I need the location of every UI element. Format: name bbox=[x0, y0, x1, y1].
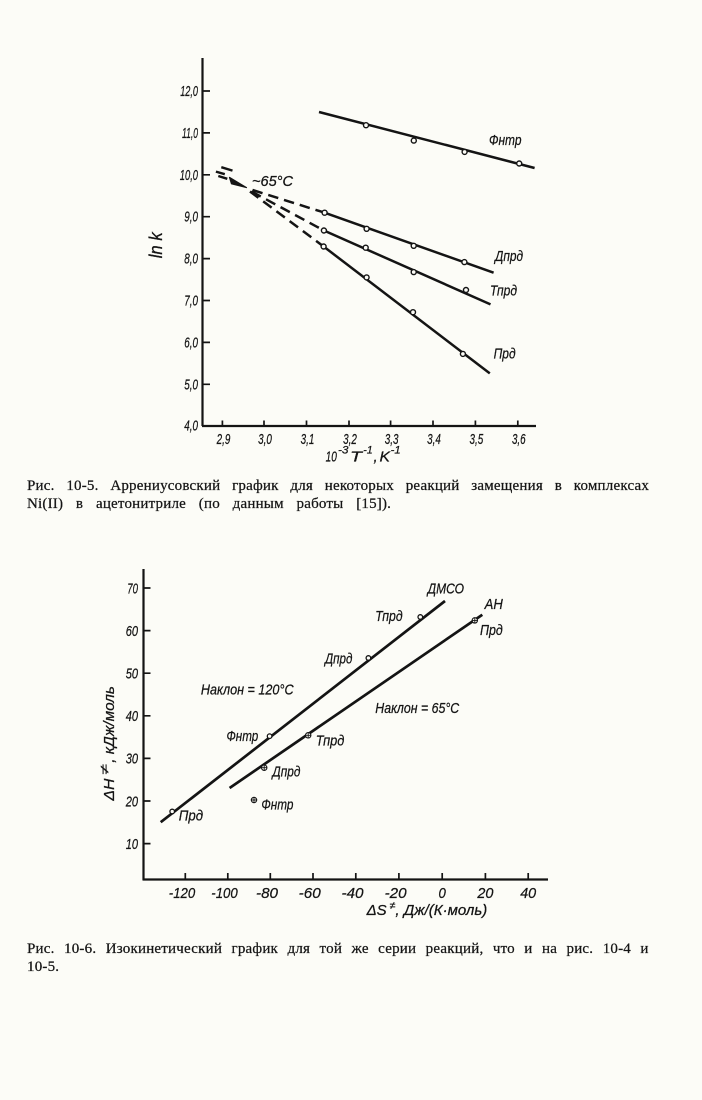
svg-text:-60: -60 bbox=[299, 885, 322, 902]
svg-text:8,0: 8,0 bbox=[184, 251, 198, 268]
svg-text:-20: -20 bbox=[385, 885, 408, 902]
svg-text:3,2: 3,2 bbox=[343, 431, 357, 448]
svg-text:50: 50 bbox=[126, 666, 139, 683]
svg-text:3,4: 3,4 bbox=[427, 431, 441, 448]
svg-text:Фнтр: Фнтр bbox=[261, 797, 293, 814]
svg-text:7,0: 7,0 bbox=[184, 293, 198, 310]
svg-text:Прд: Прд bbox=[494, 346, 516, 363]
svg-text:3,1: 3,1 bbox=[301, 431, 315, 448]
svg-text:Фнтр: Фнтр bbox=[489, 132, 522, 149]
svg-text:9,0: 9,0 bbox=[184, 209, 198, 226]
svg-text:-1: -1 bbox=[391, 445, 401, 457]
svg-text:T: T bbox=[350, 449, 364, 466]
svg-text:ln k: ln k bbox=[145, 231, 166, 259]
svg-text:, кДж/моль: , кДж/моль bbox=[101, 686, 118, 763]
svg-text:12,0: 12,0 bbox=[180, 83, 198, 100]
svg-text:-1: -1 bbox=[363, 445, 373, 457]
svg-text:10: 10 bbox=[126, 836, 139, 853]
svg-text:3,6: 3,6 bbox=[512, 431, 526, 448]
svg-text:Дпрд: Дпрд bbox=[493, 248, 523, 265]
svg-text:Наклон = 65°C: Наклон = 65°C bbox=[375, 700, 459, 717]
svg-text:40: 40 bbox=[520, 885, 537, 902]
svg-text:ΔH: ΔH bbox=[101, 778, 118, 801]
svg-text:Тпрд: Тпрд bbox=[375, 608, 402, 625]
svg-text:4,0: 4,0 bbox=[184, 418, 198, 435]
svg-text:3,5: 3,5 bbox=[470, 431, 484, 448]
svg-text:Дпрд: Дпрд bbox=[323, 651, 352, 668]
svg-text:-120: -120 bbox=[169, 885, 196, 902]
svg-text:-100: -100 bbox=[211, 885, 238, 902]
svg-text:,: , bbox=[374, 449, 378, 466]
svg-text:6,0: 6,0 bbox=[184, 334, 198, 351]
svg-text:Фнтр: Фнтр bbox=[227, 728, 259, 745]
svg-text:10,0: 10,0 bbox=[180, 167, 199, 184]
svg-text:≠: ≠ bbox=[97, 763, 111, 774]
svg-text:АН: АН bbox=[484, 596, 503, 613]
svg-text:60: 60 bbox=[126, 623, 139, 640]
svg-text:K: K bbox=[380, 449, 392, 466]
svg-text:-40: -40 bbox=[342, 885, 365, 902]
svg-text:Дпрд: Дпрд bbox=[271, 764, 301, 781]
svg-text:ДМСО: ДМСО bbox=[426, 581, 464, 598]
svg-text:11,0: 11,0 bbox=[182, 125, 198, 142]
svg-text:ΔS ≠, Дж/(К·моль): ΔS ≠, Дж/(К·моль) bbox=[366, 900, 488, 919]
svg-text:20: 20 bbox=[125, 793, 139, 810]
svg-text:3,3: 3,3 bbox=[385, 431, 399, 448]
svg-text:30: 30 bbox=[126, 751, 139, 768]
svg-text:-80: -80 bbox=[256, 885, 279, 902]
svg-text:70: 70 bbox=[127, 580, 138, 597]
svg-text:2,9: 2,9 bbox=[216, 431, 231, 448]
svg-text:Прд: Прд bbox=[179, 808, 203, 825]
svg-text:20: 20 bbox=[476, 885, 494, 902]
svg-text:0: 0 bbox=[439, 885, 447, 902]
svg-text:Тпрд: Тпрд bbox=[316, 733, 345, 750]
svg-text:10: 10 bbox=[326, 449, 338, 466]
svg-text:Наклон = 120°C: Наклон = 120°C bbox=[201, 682, 294, 699]
svg-text:5,0: 5,0 bbox=[184, 376, 198, 393]
svg-text:~65°C: ~65°C bbox=[252, 173, 293, 190]
svg-text:3,0: 3,0 bbox=[258, 431, 272, 448]
svg-text:Тпрд: Тпрд bbox=[490, 283, 517, 300]
svg-text:Прд: Прд bbox=[480, 622, 503, 639]
svg-text:40: 40 bbox=[126, 708, 139, 725]
svg-text:-3: -3 bbox=[338, 445, 349, 457]
